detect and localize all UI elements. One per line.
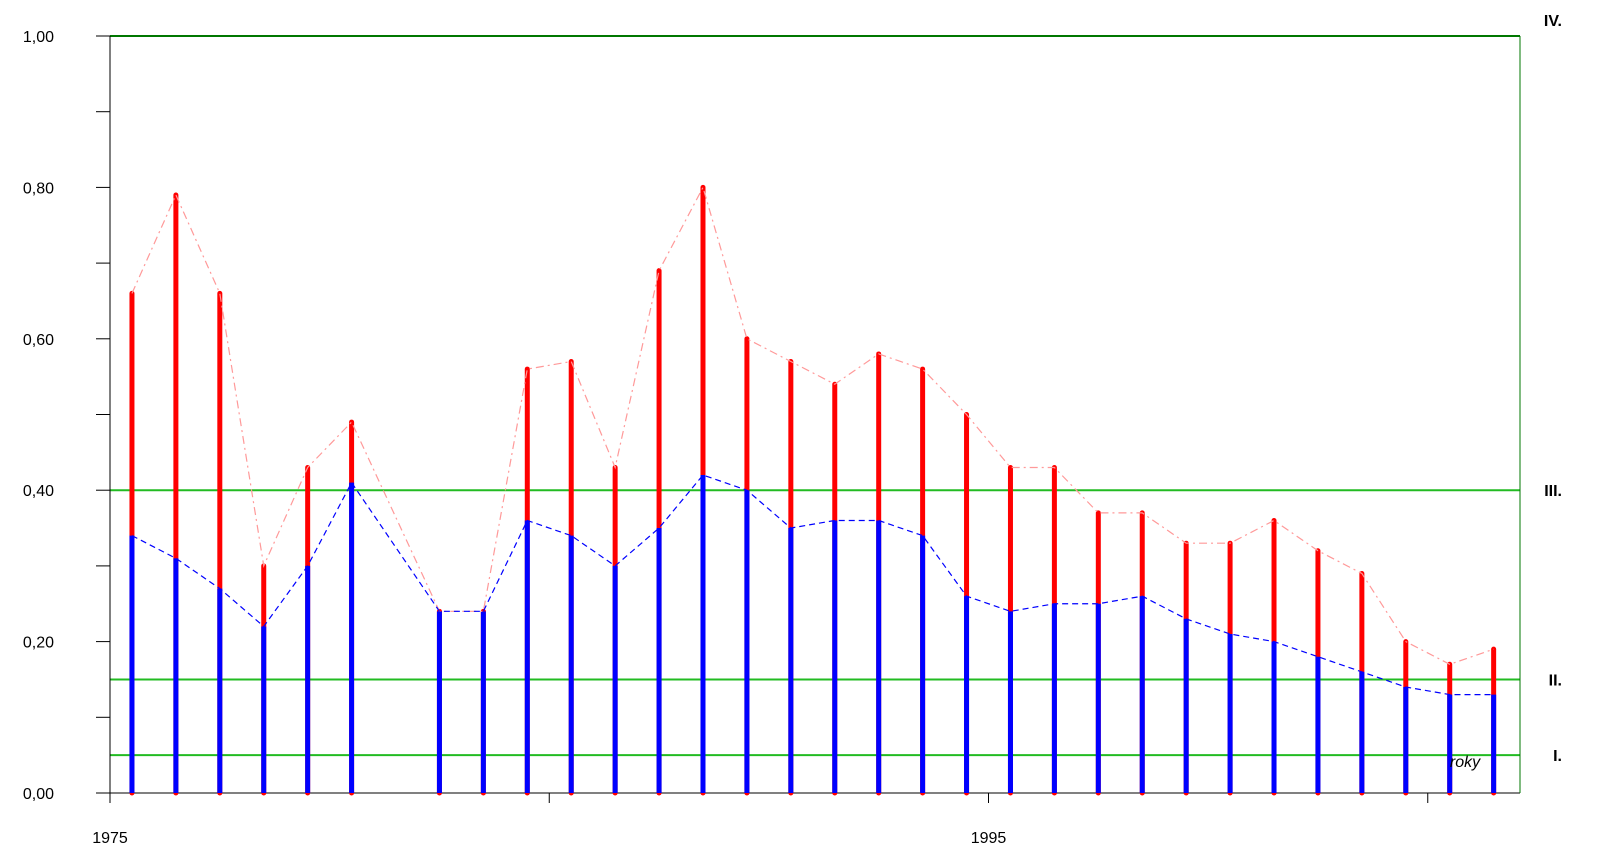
threshold-label: I. — [1553, 748, 1562, 765]
bars — [129, 184, 1497, 796]
threshold-label: III. — [1544, 483, 1562, 500]
y-tick-label: 0,20 — [23, 635, 54, 652]
threshold-lines — [110, 35, 1520, 757]
max-trend-line — [131, 185, 1494, 665]
x-tick-label: 1975 — [92, 830, 128, 847]
y-tick-label: 0,40 — [23, 483, 54, 500]
y-tick-label: 0,80 — [23, 180, 54, 197]
threshold-label: II. — [1549, 672, 1562, 689]
mean-trend-line — [131, 474, 1494, 696]
trend-lines — [131, 185, 1494, 696]
y-tick-label: 1,00 — [23, 29, 54, 46]
threshold-label: IV. — [1544, 13, 1562, 30]
x-axis-title: roky — [1450, 754, 1481, 771]
y-tick-label: 0,00 — [23, 786, 54, 803]
y-tick-label: 0,60 — [23, 332, 54, 349]
x-tick-label: 1995 — [971, 830, 1007, 847]
labels: IV. III. II. I. 0,00 0,20 0,40 0,60 0,80 1,00 1975… — [23, 13, 1562, 847]
axes — [96, 35, 1521, 803]
